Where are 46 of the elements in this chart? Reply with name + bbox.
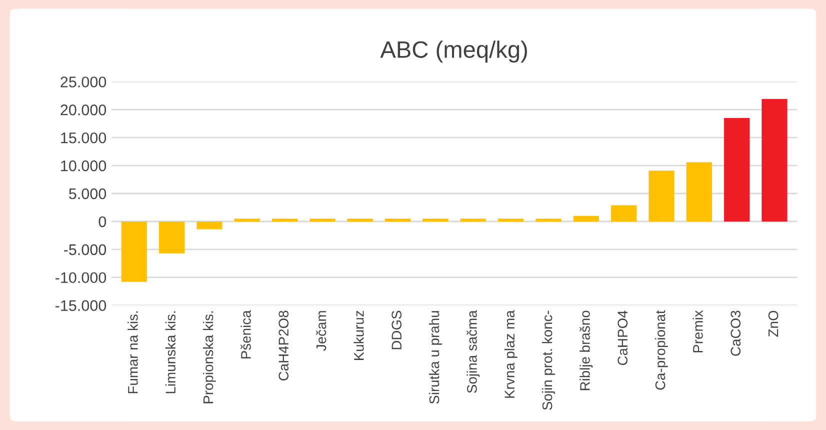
- bar: [196, 221, 222, 230]
- chart-title: ABC (meq/kg): [380, 40, 527, 63]
- bar: [121, 221, 147, 282]
- bar: [347, 218, 373, 222]
- x-tick-label: Krvna plaz ma: [504, 310, 518, 398]
- x-tick-label: Limunska kis.: [165, 311, 176, 394]
- y-tick-label: -10.000: [56, 272, 106, 284]
- x-tick-label: Riblje brašno: [580, 310, 593, 390]
- x-tick-label: Ca-propionat: [655, 310, 668, 390]
- x-tick-label: CaH4P2O8: [278, 310, 289, 380]
- bar: [158, 221, 185, 254]
- bar: [272, 218, 298, 222]
- bar: [310, 218, 336, 222]
- bar: [762, 99, 788, 222]
- bar: [498, 218, 524, 222]
- y-tick-label: -15.000: [56, 300, 106, 311]
- bar: [460, 218, 486, 222]
- bar: [536, 218, 562, 222]
- x-tick-label: Kukuruz: [354, 310, 364, 360]
- x-tick-label: Sirutka u prahu: [428, 311, 442, 404]
- y-tick-label: 5.000: [69, 188, 106, 200]
- bar: [648, 170, 674, 222]
- x-tick-label: Propionska kis.: [202, 311, 216, 404]
- x-tick-label: Premix: [692, 310, 703, 352]
- y-tick-label: 10.000: [61, 160, 106, 172]
- x-tick-label: CaCO3: [730, 310, 741, 356]
- y-tick-label: 0: [98, 216, 106, 228]
- bar: [234, 218, 260, 222]
- bar: [573, 216, 599, 222]
- x-tick-label: Ječam: [316, 311, 326, 351]
- bar: [384, 218, 411, 222]
- y-tick-label: 20.000: [60, 104, 106, 116]
- bar: [724, 118, 750, 222]
- x-tick-label: Sojin prot. konc-: [542, 310, 555, 410]
- y-tick-label: 15.000: [61, 132, 106, 144]
- bar: [611, 205, 637, 222]
- x-tick-label: Sojina sačma: [466, 310, 480, 393]
- y-tick-label: -5.000: [64, 244, 106, 256]
- y-tick-label: 25.000: [60, 76, 106, 88]
- x-tick-label: DDGS: [392, 310, 402, 350]
- x-tick-label: ZnO: [768, 310, 778, 337]
- bar: [422, 218, 448, 222]
- x-tick-label: Fumar na kis.: [128, 311, 138, 394]
- bar: [686, 162, 712, 222]
- x-tick-label: CaHPO4: [618, 310, 628, 366]
- x-tick-label: Pšenica: [240, 310, 251, 358]
